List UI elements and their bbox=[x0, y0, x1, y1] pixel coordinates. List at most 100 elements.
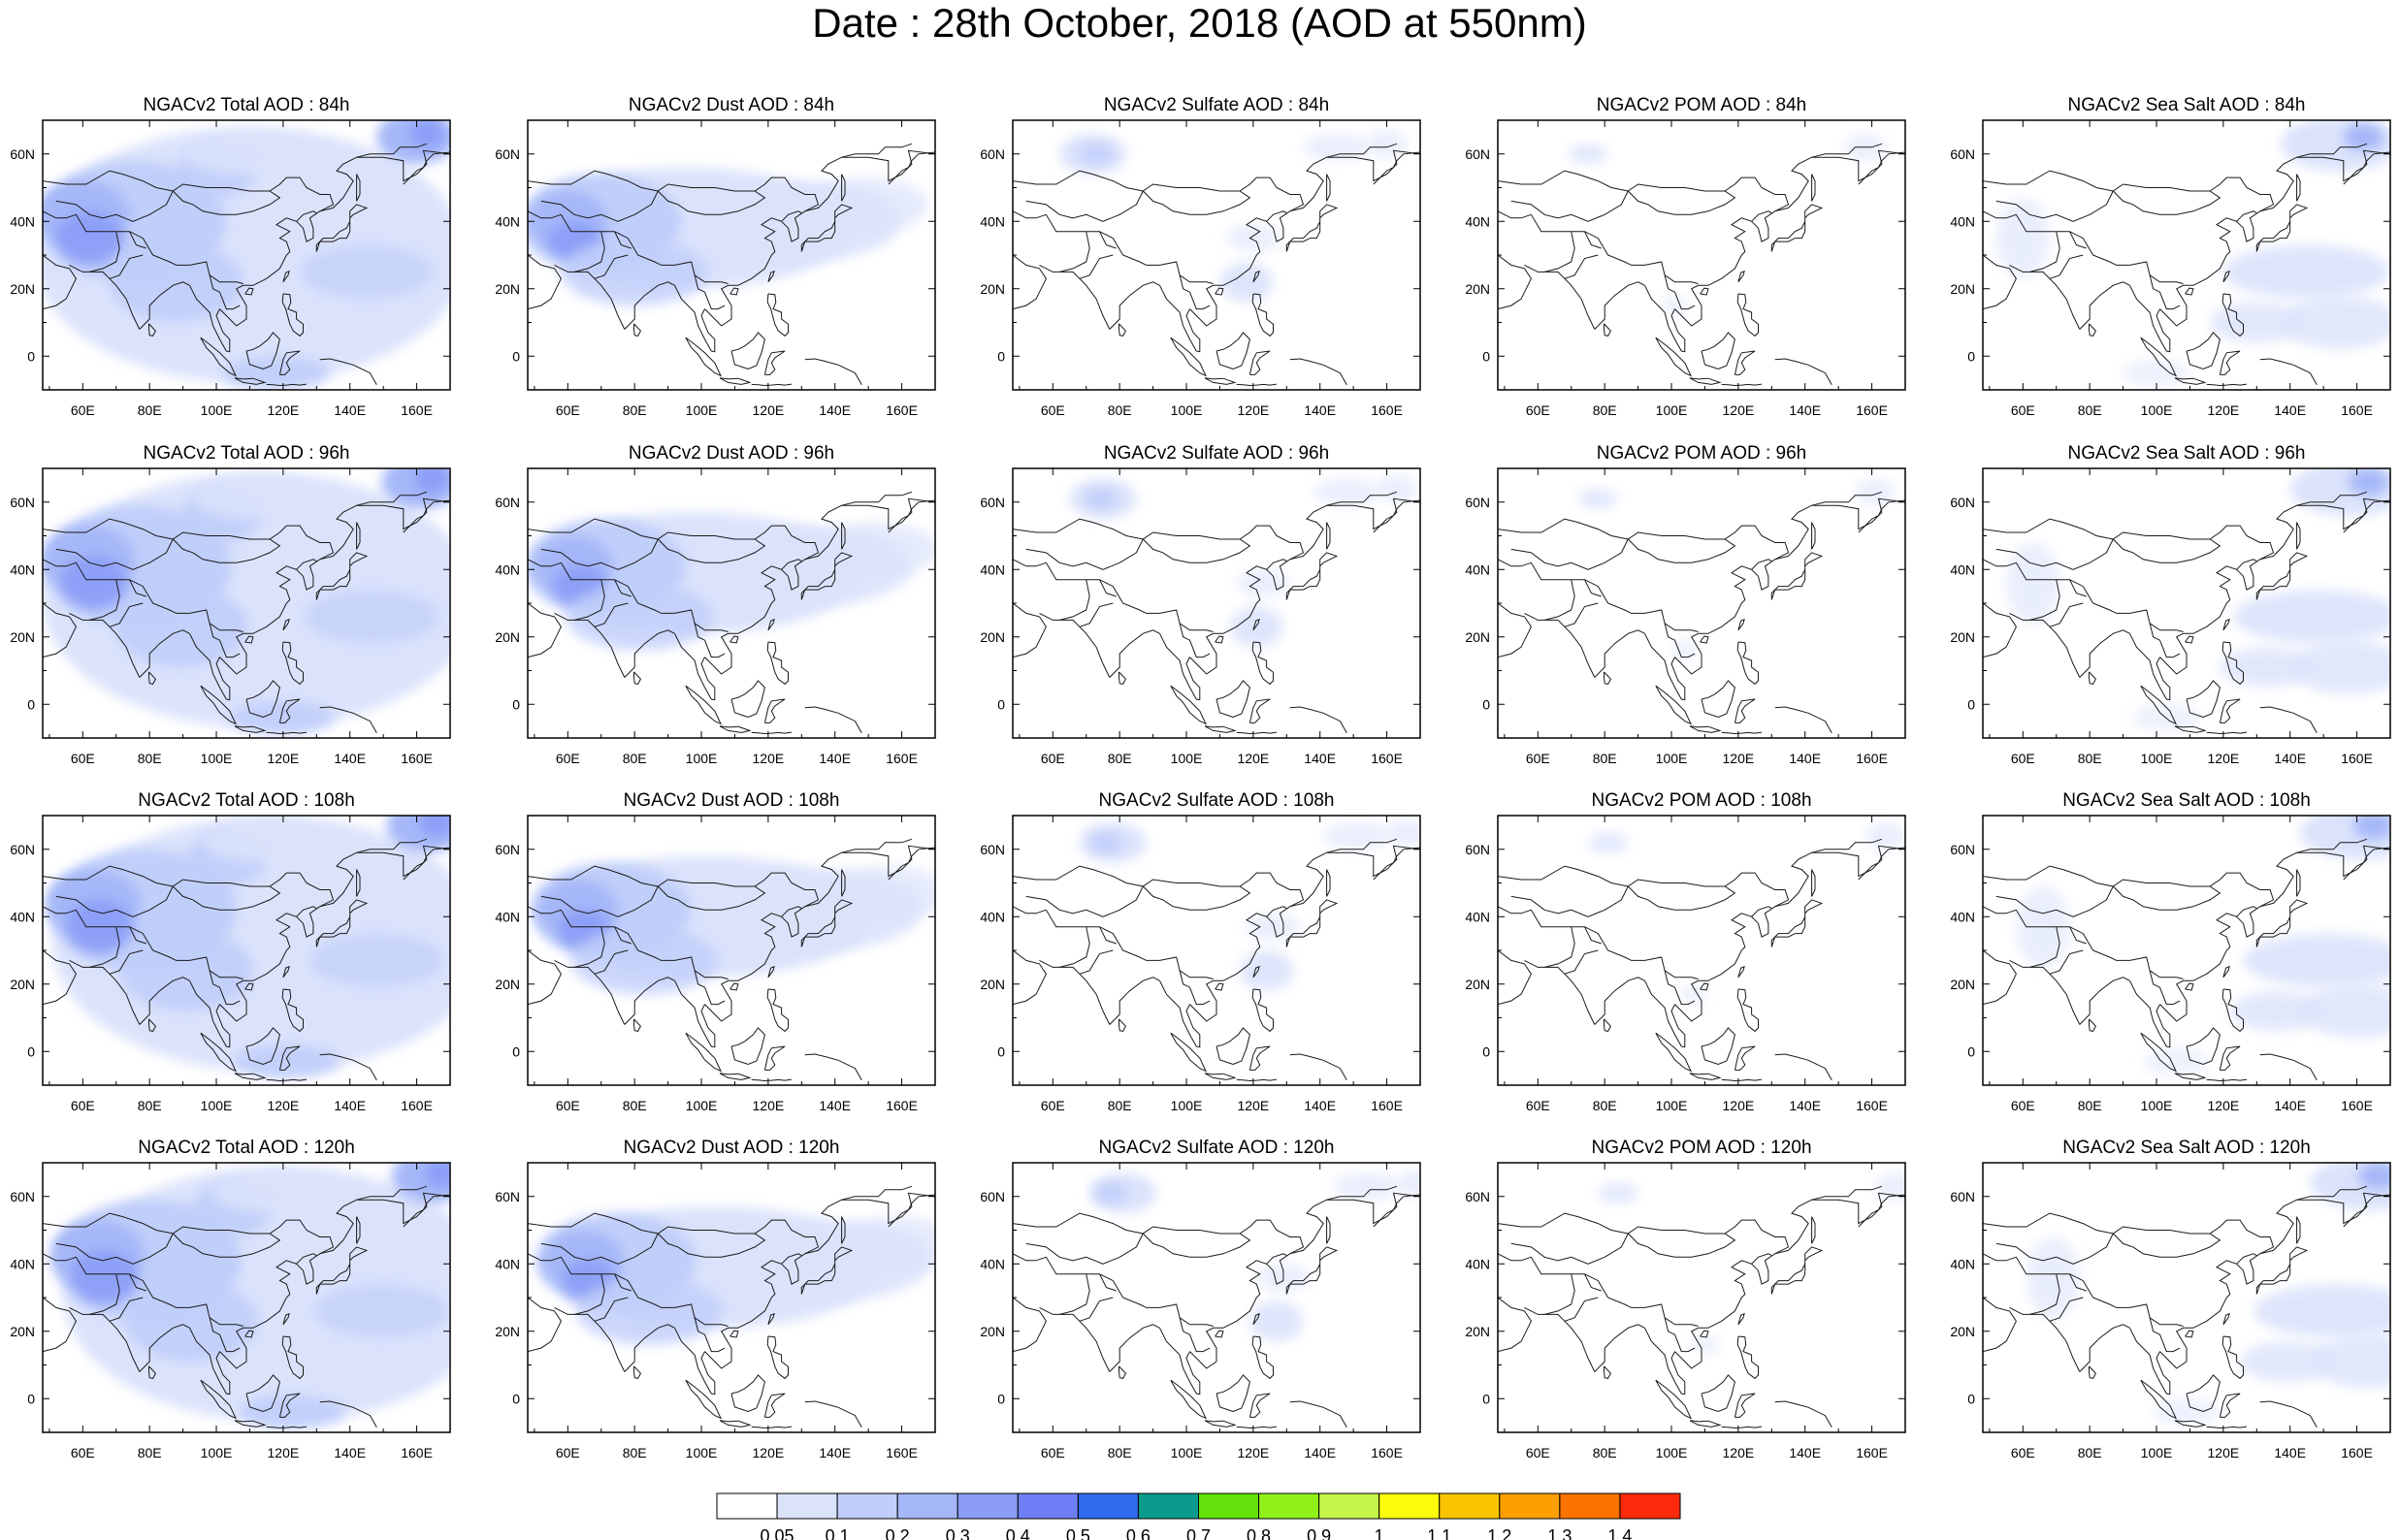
colorbar-label: 0.5 bbox=[1066, 1526, 1090, 1540]
coastline-path bbox=[800, 1246, 854, 1295]
lat-tick-label: 60N bbox=[1465, 1189, 1490, 1204]
coastline-path bbox=[2149, 623, 2181, 658]
coastline-path bbox=[1544, 1273, 1575, 1315]
coastline-path bbox=[2159, 1192, 2390, 1369]
coastline-path bbox=[1995, 176, 2275, 222]
lon-tick-label: 80E bbox=[138, 1445, 162, 1460]
coastline-path bbox=[1118, 1365, 1127, 1379]
panel-title: NGACv2 Total AOD : 120h bbox=[138, 1138, 355, 1158]
coastline-path bbox=[356, 1216, 361, 1244]
aod-region bbox=[1568, 144, 1608, 165]
coastline-path bbox=[1674, 497, 1905, 675]
coastlines bbox=[1983, 838, 2390, 1082]
coastline-path bbox=[1734, 1393, 1756, 1418]
lon-tick-label: 80E bbox=[1593, 1445, 1617, 1460]
aod-region bbox=[1577, 488, 1618, 509]
lat-tick-label: 40N bbox=[10, 561, 35, 577]
panel-title: NGACv2 POM AOD : 96h bbox=[1597, 443, 1806, 464]
lat-tick-label: 20N bbox=[1950, 629, 1975, 645]
lon-tick-label: 160E bbox=[1371, 402, 1403, 418]
lat-tick-label: 0 bbox=[1482, 696, 1490, 712]
aod-region bbox=[570, 926, 719, 995]
coastline-path bbox=[1025, 872, 1305, 917]
coastline-path bbox=[1858, 847, 1905, 881]
colorbar-swatch bbox=[1137, 1492, 1199, 1520]
coastline-path bbox=[296, 1253, 317, 1265]
lon-tick-label: 100E bbox=[2141, 751, 2173, 766]
aod-region bbox=[2253, 1284, 2390, 1338]
lon-tick-label: 60E bbox=[1526, 751, 1550, 766]
coastline-path bbox=[245, 332, 280, 370]
coastline-path bbox=[1564, 949, 1599, 975]
coastline-path bbox=[1498, 602, 1532, 658]
coastline-path bbox=[1770, 1246, 1824, 1295]
coastline-path bbox=[729, 982, 739, 991]
lon-tick-label: 120E bbox=[1723, 751, 1755, 766]
coastline-path bbox=[1079, 1297, 1114, 1322]
coastline-path bbox=[1737, 270, 1745, 283]
aod-region bbox=[2280, 120, 2390, 172]
panel-title: NGACv2 Total AOD : 108h bbox=[138, 790, 355, 811]
coastline-path bbox=[1700, 982, 1709, 991]
coastline-path bbox=[1674, 845, 1905, 1022]
coastline-path bbox=[800, 552, 854, 600]
coastline-path bbox=[1326, 143, 1398, 158]
lat-tick-label: 0 bbox=[512, 348, 520, 364]
coastline-path bbox=[694, 1317, 726, 1353]
lat-tick-label: 0 bbox=[512, 696, 520, 712]
aod-region bbox=[2353, 816, 2390, 840]
coastline-path bbox=[685, 1032, 723, 1073]
coastline-path bbox=[266, 731, 308, 735]
coastline-path bbox=[1627, 1233, 1736, 1258]
coastline-path bbox=[1142, 538, 1251, 563]
coastline-path bbox=[244, 982, 254, 991]
map-panel: NGACv2 Sea Salt AOD : 120h 60E 80E 100E 120E… bbox=[1950, 1138, 2391, 1460]
coastline-path bbox=[767, 965, 775, 979]
lat-tick-label: 60N bbox=[1465, 495, 1490, 510]
coastline-path bbox=[2112, 538, 2221, 563]
coastline-path bbox=[266, 383, 308, 387]
coastline-path bbox=[219, 149, 450, 327]
aod-region bbox=[1085, 488, 1118, 509]
coastline-path bbox=[1544, 926, 1575, 968]
colorbar-label: 0.05 bbox=[761, 1526, 794, 1540]
coastline-path bbox=[1039, 264, 1111, 330]
lon-tick-label: 80E bbox=[2078, 1445, 2102, 1460]
colorbar-label: 1.4 bbox=[1607, 1526, 1632, 1540]
coastline-path bbox=[1751, 1253, 1772, 1265]
lon-tick-label: 120E bbox=[753, 402, 785, 418]
lon-tick-label: 160E bbox=[886, 402, 918, 418]
coastline-path bbox=[800, 899, 854, 947]
lat-tick-label: 60N bbox=[1950, 146, 1975, 162]
coastline-path bbox=[554, 612, 626, 678]
coastline-path bbox=[1248, 350, 1271, 375]
coastline-path bbox=[139, 1324, 190, 1372]
coastline-path bbox=[841, 1185, 913, 1201]
panel-title: NGACv2 Sea Salt AOD : 84h bbox=[2067, 95, 2305, 115]
coastlines bbox=[528, 491, 935, 735]
coastline-path bbox=[1736, 988, 1759, 1033]
coastline-path bbox=[1025, 525, 1305, 570]
aod-region bbox=[1995, 197, 2050, 279]
lon-tick-label: 160E bbox=[401, 751, 433, 766]
aod-field bbox=[2026, 1163, 2390, 1427]
coastline-path bbox=[2296, 838, 2368, 853]
coastline-path bbox=[540, 176, 820, 222]
coastline-path bbox=[574, 926, 605, 968]
coastline-path bbox=[1039, 959, 1111, 1025]
map-panel: NGACv2 Dust AOD : 120h 60E 80E 100E 120E 140E… bbox=[495, 1138, 936, 1460]
coastline-path bbox=[528, 210, 729, 284]
coastline-path bbox=[1179, 970, 1211, 1006]
panel-title: NGACv2 Dust AOD : 108h bbox=[624, 790, 840, 811]
aod-region bbox=[818, 522, 935, 577]
coastline-path bbox=[2129, 1328, 2171, 1396]
coastline-path bbox=[1983, 865, 2114, 887]
lat-tick-label: 40N bbox=[10, 1256, 35, 1271]
coastline-path bbox=[1811, 869, 1816, 897]
coastline-path bbox=[2186, 1374, 2221, 1413]
map-panel: NGACv2 Sulfate AOD : 84h 60E 80E 100E 120E 14… bbox=[980, 95, 1421, 418]
coastline-path bbox=[1059, 1273, 1090, 1315]
coastline-path bbox=[1604, 323, 1612, 337]
lon-tick-label: 80E bbox=[2078, 751, 2102, 766]
